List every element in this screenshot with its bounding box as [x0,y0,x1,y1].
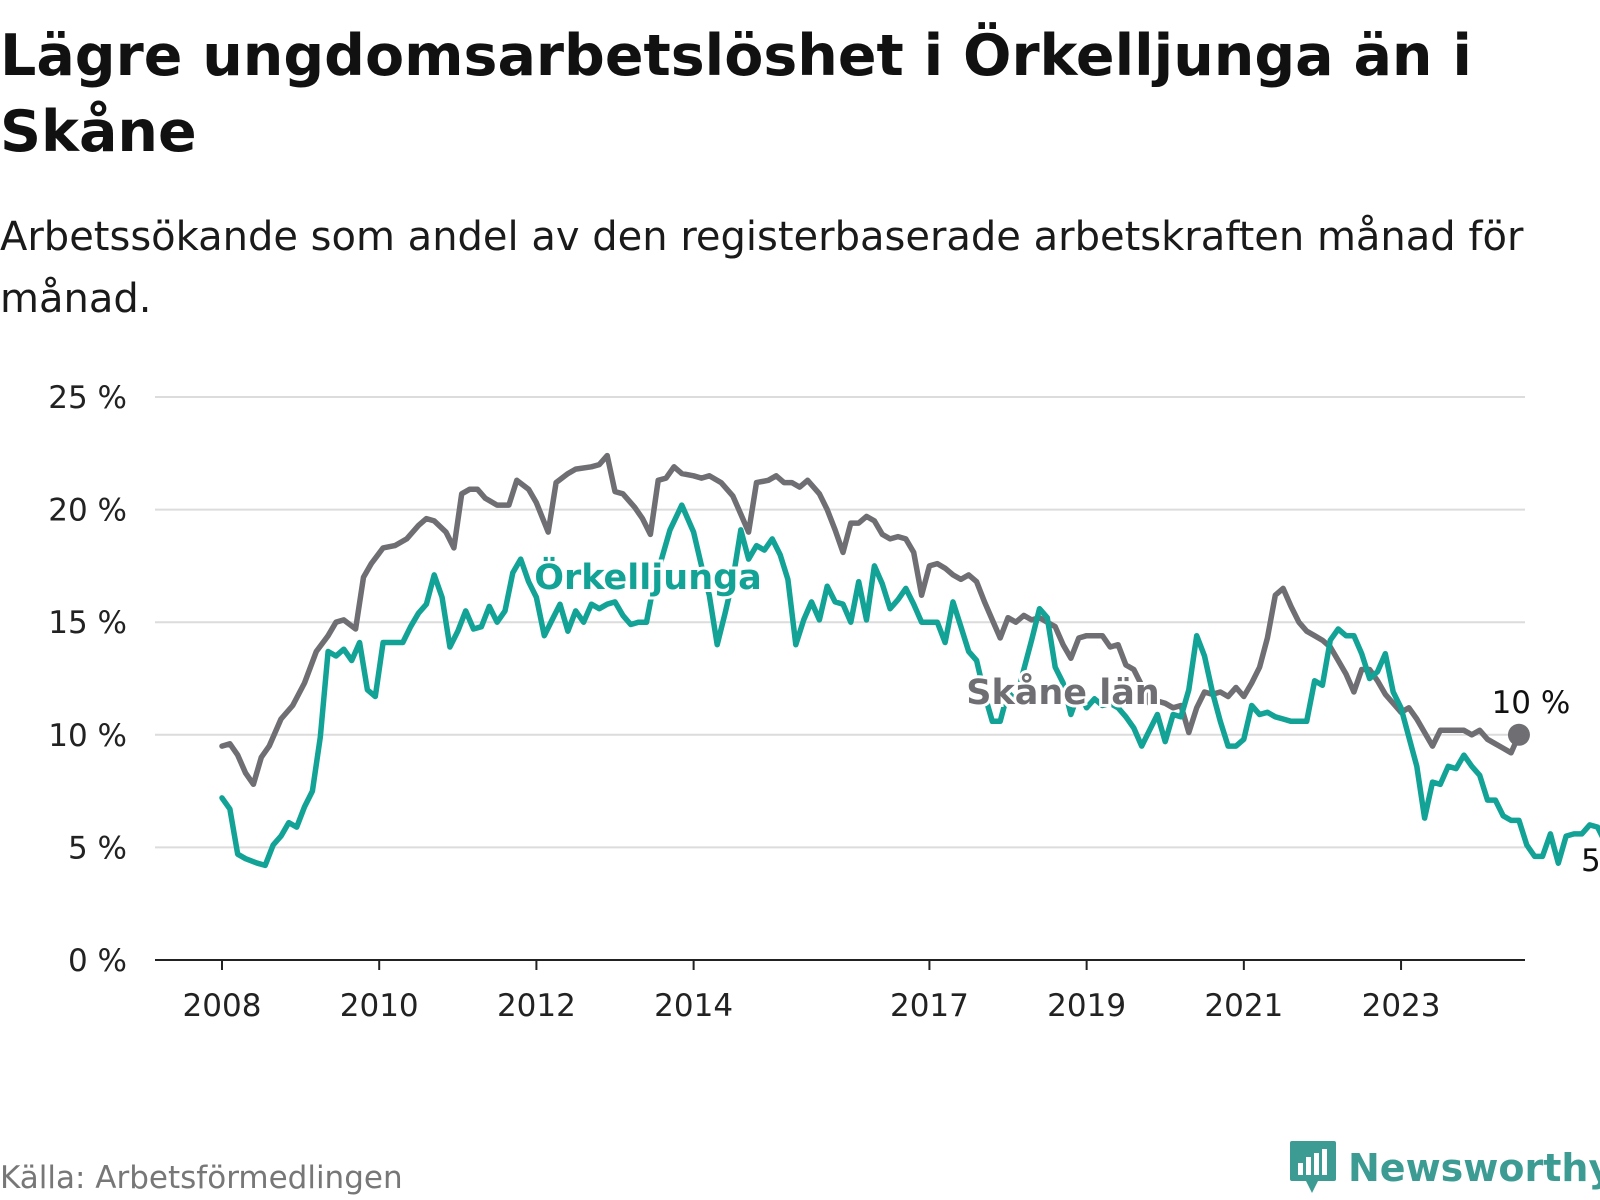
series-labels: Skåne län 10 % Örkelljunga 5,9 % [531,553,1600,882]
series-line-orkelljunga [219,502,1600,869]
chart-title: Lägre ungdomsarbetslöshet i Örkelljunga … [0,23,1472,165]
x-tick-label: 2012 [497,988,576,1024]
x-tick-label: 2021 [1204,988,1283,1024]
chart-subtitle: Arbetssökande som andel av den registerb… [0,214,1524,322]
end-value-label-orkelljunga: 5,9 % [1581,843,1600,879]
y-tick-label: 25 % [48,380,127,416]
x-tick-label: 2023 [1362,988,1441,1024]
x-tick-label: 2017 [890,988,969,1024]
x-tick-label: 2008 [183,988,262,1024]
x-tick-label: 2010 [340,988,419,1024]
newsworthy-logo-icon [1290,1141,1336,1193]
end-point-skane-lan [1507,723,1530,746]
series-line-skane-lan [219,452,1522,788]
series-lines [219,452,1600,869]
y-tick-label: 5 % [68,830,127,866]
y-tick-label: 0 % [68,943,127,979]
newsworthy-logo: Newsworthy [1288,1138,1600,1198]
gridlines [155,396,1525,849]
x-axis-ticks: 2008 2010 2012 2014 2017 2019 2021 2023 [183,960,1441,1024]
y-tick-label: 15 % [48,605,127,641]
end-value-label-skane-lan: 10 % [1492,685,1571,721]
y-axis-ticks: 0 % 5 % 10 % 15 % 20 % 25 % [48,380,127,979]
x-tick-label: 2014 [654,988,733,1024]
brand-name: Newsworthy [1348,1146,1600,1190]
series-label-skane-lan: Skåne län [966,672,1159,713]
source-note: Källa: Arbetsförmedlingen [0,1160,403,1196]
y-tick-label: 10 % [48,718,127,754]
y-tick-label: 20 % [48,493,127,529]
series-label-orkelljunga: Örkelljunga [534,556,762,598]
x-tick-label: 2019 [1047,988,1126,1024]
